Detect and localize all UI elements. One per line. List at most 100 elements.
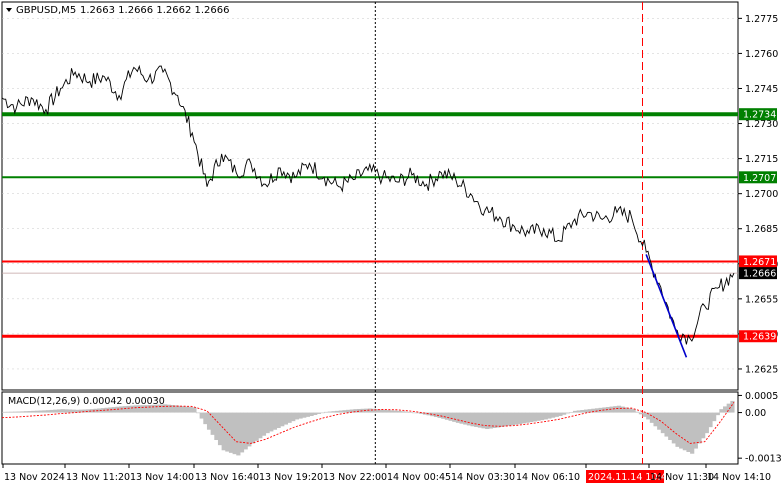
macd-bar: [16, 411, 21, 413]
macd-bar: [126, 405, 131, 413]
macd-bar: [9, 411, 14, 413]
macd-bar: [335, 410, 340, 413]
level-tag: [739, 171, 777, 184]
macd-bar: [481, 412, 486, 429]
macd-bar: [353, 409, 358, 413]
macd-histogram: [2, 400, 735, 456]
price-line: [1, 64, 735, 345]
macd-bar: [514, 412, 519, 425]
symbol-timeframe: GBPUSD,M5: [16, 5, 76, 16]
macd-bar: [422, 412, 428, 415]
time-tick-label: 14 Nov 14:10: [707, 472, 771, 483]
macd-bar: [75, 409, 80, 413]
macd-bar: [38, 410, 43, 413]
macd-bar: [199, 412, 204, 419]
macd-bar: [415, 412, 420, 414]
macd-bar: [525, 412, 530, 423]
level-tag: [739, 330, 777, 343]
macd-bar: [576, 410, 581, 413]
chart-header: GBPUSD,M5 1.2663 1.2666 1.2662 1.2666: [6, 5, 230, 16]
macd-bar: [657, 412, 662, 430]
macd-pane[interactable]: [1, 391, 739, 465]
macd-bar: [60, 409, 65, 413]
macd-bar: [693, 412, 698, 449]
macd-bar: [561, 412, 567, 415]
price-tick-label: 1.2655: [745, 294, 778, 305]
macd-bar: [543, 412, 548, 420]
blue-trend-line: [645, 254, 688, 358]
macd-bar: [236, 412, 241, 456]
level-price-tags: 1.2734 1.2707 1.2671 1.2639 1.2666: [739, 108, 777, 343]
macd-bar: [638, 412, 644, 415]
macd-bar: [181, 406, 186, 413]
level-tag-label: 1.2639: [743, 332, 776, 343]
macd-bar: [386, 410, 391, 413]
macd-bar: [609, 406, 614, 413]
collapse-triangle-icon[interactable]: [6, 8, 12, 12]
macd-bar: [723, 406, 728, 413]
macd-bar: [320, 412, 325, 414]
macd-bar: [635, 411, 640, 413]
price-tick-label: 1.2775: [745, 14, 778, 25]
price-tick-label: 1.2760: [745, 49, 778, 60]
price-tick-label: 1.2685: [745, 224, 778, 235]
macd-bar: [430, 412, 435, 417]
macd-bar: [364, 408, 369, 413]
macd-bar: [258, 412, 263, 439]
macd-bar: [67, 409, 73, 413]
macd-bar: [679, 412, 684, 449]
macd-bar: [463, 412, 468, 425]
price-tick-label: 1.2745: [745, 84, 778, 95]
macd-bar: [261, 412, 267, 436]
macd-bar: [349, 409, 354, 413]
level-tag-label: 1.2671: [743, 257, 776, 268]
level-tag: [739, 255, 777, 268]
time-axis-ticks: 13 Nov 2024 13 Nov 11:20 13 Nov 14:00 13 No…: [2, 464, 771, 483]
macd-bar: [210, 412, 215, 435]
macd-bar: [243, 412, 248, 450]
macd-bar: [269, 412, 274, 432]
price-polyline: [1, 64, 735, 345]
macd-label: MACD(12,26,9) 0.00042 0.00030: [8, 396, 165, 407]
time-tick-label: 13 Nov 14:00: [130, 472, 194, 483]
macd-bar: [510, 412, 515, 426]
current-price-tag: [739, 267, 777, 280]
macd-bar: [708, 412, 713, 428]
macd-bar: [532, 412, 537, 422]
macd-bar: [64, 409, 69, 413]
macd-bar: [45, 410, 51, 413]
macd-bar: [188, 407, 193, 413]
macd-bar: [701, 412, 706, 439]
trend-line[interactable]: [645, 254, 688, 358]
macd-bar: [605, 407, 611, 413]
time-tick-label: 13 Nov 2024: [4, 472, 65, 483]
macd-bar: [20, 411, 25, 413]
macd-bar: [715, 412, 720, 416]
macd-bar: [357, 408, 362, 413]
macd-bar: [141, 405, 146, 413]
macd-bar: [477, 412, 483, 428]
horizontal-levels[interactable]: [2, 112, 738, 338]
macd-bar: [155, 404, 160, 413]
macd-bar: [712, 412, 717, 422]
macd-bar: [730, 400, 735, 413]
macd-bar: [389, 410, 395, 413]
macd-bar: [488, 412, 493, 429]
level-tag-label: 1.2707: [743, 173, 776, 184]
macd-bar: [338, 410, 343, 413]
macd-bar: [492, 412, 497, 428]
macd-bar: [254, 412, 259, 441]
macd-bar: [2, 411, 7, 413]
macd-bar: [56, 409, 62, 413]
price-pane[interactable]: [1, 1, 739, 391]
macd-bar: [309, 412, 314, 416]
macd-bar: [400, 411, 406, 413]
macd-bar: [137, 405, 142, 413]
macd-bar: [671, 412, 676, 444]
macd-tick-label: -0.00133: [745, 454, 781, 465]
macd-bar: [34, 410, 40, 413]
macd-bar: [397, 410, 402, 413]
price-tick-label: 1.2625: [745, 364, 778, 375]
macd-bar: [148, 405, 153, 413]
